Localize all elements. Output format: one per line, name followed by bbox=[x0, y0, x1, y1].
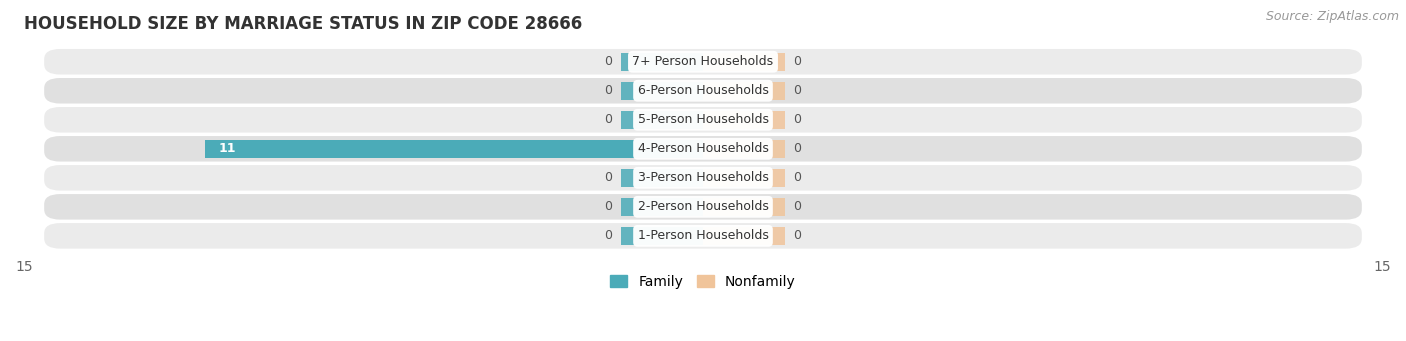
Bar bbox=[703, 140, 785, 158]
Legend: Family, Nonfamily: Family, Nonfamily bbox=[605, 269, 801, 294]
Text: 0: 0 bbox=[793, 229, 801, 242]
FancyBboxPatch shape bbox=[44, 223, 1362, 249]
Bar bbox=[621, 169, 703, 187]
Text: 7+ Person Households: 7+ Person Households bbox=[633, 55, 773, 68]
Bar bbox=[703, 53, 785, 71]
Bar bbox=[703, 111, 785, 129]
Text: 1-Person Households: 1-Person Households bbox=[637, 229, 769, 242]
Text: 0: 0 bbox=[793, 201, 801, 213]
Text: 5-Person Households: 5-Person Households bbox=[637, 113, 769, 126]
Text: 0: 0 bbox=[793, 171, 801, 184]
Text: Source: ZipAtlas.com: Source: ZipAtlas.com bbox=[1265, 10, 1399, 23]
Text: 3-Person Households: 3-Person Households bbox=[637, 171, 769, 184]
Text: 0: 0 bbox=[605, 201, 613, 213]
Text: 0: 0 bbox=[605, 55, 613, 68]
Text: 0: 0 bbox=[793, 84, 801, 97]
Text: 0: 0 bbox=[605, 229, 613, 242]
Text: 0: 0 bbox=[605, 113, 613, 126]
FancyBboxPatch shape bbox=[44, 49, 1362, 75]
FancyBboxPatch shape bbox=[44, 107, 1362, 133]
Bar bbox=[621, 53, 703, 71]
Text: 0: 0 bbox=[793, 113, 801, 126]
Text: 2-Person Households: 2-Person Households bbox=[637, 201, 769, 213]
Bar bbox=[205, 140, 703, 158]
FancyBboxPatch shape bbox=[44, 136, 1362, 162]
Text: 4-Person Households: 4-Person Households bbox=[637, 142, 769, 155]
FancyBboxPatch shape bbox=[44, 78, 1362, 104]
Text: 0: 0 bbox=[793, 142, 801, 155]
Bar bbox=[703, 198, 785, 216]
FancyBboxPatch shape bbox=[44, 165, 1362, 191]
Bar bbox=[621, 227, 703, 245]
FancyBboxPatch shape bbox=[44, 194, 1362, 220]
Text: 6-Person Households: 6-Person Households bbox=[637, 84, 769, 97]
Bar bbox=[703, 169, 785, 187]
Bar bbox=[621, 198, 703, 216]
Text: 11: 11 bbox=[218, 142, 236, 155]
Bar bbox=[621, 111, 703, 129]
Text: 0: 0 bbox=[605, 84, 613, 97]
Text: HOUSEHOLD SIZE BY MARRIAGE STATUS IN ZIP CODE 28666: HOUSEHOLD SIZE BY MARRIAGE STATUS IN ZIP… bbox=[24, 15, 582, 33]
Text: 0: 0 bbox=[793, 55, 801, 68]
Text: 0: 0 bbox=[605, 171, 613, 184]
Bar bbox=[621, 82, 703, 100]
Bar bbox=[703, 82, 785, 100]
Bar bbox=[703, 227, 785, 245]
